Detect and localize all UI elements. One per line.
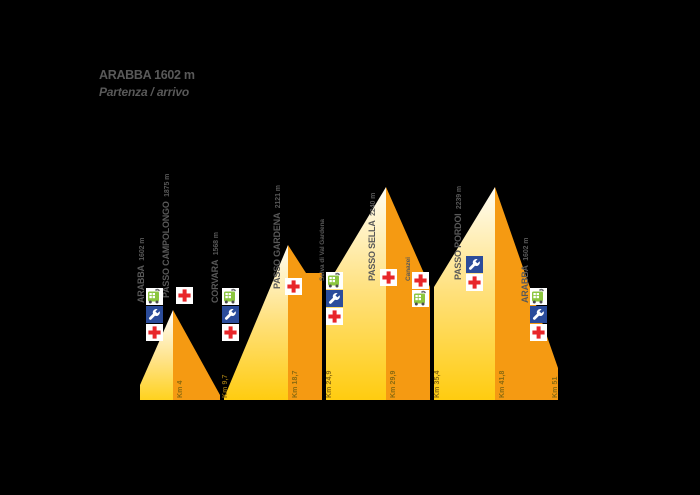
poi-name: ARABBA	[520, 265, 530, 303]
ascent-gardena	[224, 245, 288, 400]
mechanic-wrench-icon	[222, 306, 239, 323]
poi-name: CORVARA	[210, 259, 220, 303]
mechanic-wrench-icon	[146, 306, 163, 323]
descent-arabba	[495, 187, 558, 400]
poi-name: Canazei	[405, 257, 412, 281]
km-tick-0: Km 4	[177, 380, 184, 398]
poi-label-passo-sella: PASSO SELLA 2240 m	[366, 193, 379, 281]
shuttle-bus-icon	[326, 272, 343, 289]
km-tick-7: Km 51	[552, 376, 559, 398]
first-aid-cross-icon	[146, 324, 163, 341]
poi-label-corvara: CORVARA 1568 m	[209, 232, 222, 303]
services-arabba-start	[146, 288, 163, 341]
poi-label-passo-pordoi: PASSO PORDOI 2239 m	[452, 186, 465, 280]
poi-label-passo-gardena: PASSO GARDENA 2121 m	[271, 185, 284, 289]
shuttle-bus-icon	[146, 288, 163, 305]
page-subtitle: Partenza / arrivo	[99, 85, 189, 99]
km-tick-5: Km 35,4	[434, 370, 441, 398]
km-tick-2: Km 18,7	[292, 370, 299, 398]
km-tick-6: Km 41,8	[499, 370, 506, 398]
first-aid-cross-icon	[412, 272, 429, 289]
services-passo-pordoi	[466, 256, 483, 291]
poi-elevation: 2240 m	[370, 192, 377, 216]
poi-name: PASSO GARDENA	[272, 212, 282, 289]
first-aid-cross-icon	[176, 287, 193, 304]
descent-corvara	[173, 310, 220, 400]
shuttle-bus-icon	[412, 290, 429, 307]
km-tick-4: Km 29,9	[390, 370, 397, 398]
first-aid-cross-icon	[285, 278, 302, 295]
mechanic-wrench-icon	[530, 306, 547, 323]
elevation-profile: Km 4 Km 9,7 Km 18,7 Km 24,9 Km 29,9 Km 3…	[136, 150, 560, 410]
poi-elevation: 1568 m	[213, 232, 220, 256]
profile-chart-svg	[140, 187, 558, 400]
poi-name: Selva di Val Gardena	[319, 219, 326, 281]
poi-elevation: 1602 m	[523, 237, 530, 261]
poi-name: ARABBA	[136, 265, 146, 303]
first-aid-cross-icon	[222, 324, 239, 341]
first-aid-cross-icon	[530, 324, 547, 341]
services-canazei	[412, 272, 429, 307]
services-passo-campolongo	[176, 287, 193, 304]
mechanic-wrench-icon	[466, 256, 483, 273]
mechanic-wrench-icon	[326, 290, 343, 307]
ascent-campolongo	[140, 310, 173, 400]
poi-name: PASSO SELLA	[367, 220, 377, 281]
poi-elevation: 1875 m	[164, 173, 171, 197]
first-aid-cross-icon	[326, 308, 343, 325]
poi-name: PASSO PORDOI	[453, 213, 463, 280]
descent-canazei	[386, 187, 430, 400]
services-passo-sella	[380, 269, 397, 286]
first-aid-cross-icon	[466, 274, 483, 291]
poi-elevation: 1602 m	[139, 237, 146, 261]
poi-elevation: 2239 m	[456, 185, 463, 210]
poi-label-passo-campolongo: PASSO CAMPOLONGO 1875 m	[160, 174, 173, 298]
poi-elevation: 2121 m	[275, 185, 282, 209]
page-title: ARABBA 1602 m	[99, 68, 195, 82]
ascent-sella	[326, 187, 386, 400]
shuttle-bus-icon	[530, 288, 547, 305]
services-selva-di-val-gardena	[326, 272, 343, 325]
ascent-pordoi	[434, 187, 495, 400]
header: ARABBA 1602 m Partenza / arrivo	[99, 68, 195, 100]
poi-name: PASSO CAMPOLONGO	[161, 201, 171, 298]
shuttle-bus-icon	[222, 288, 239, 305]
services-passo-gardena	[285, 278, 302, 295]
services-arabba-finish	[530, 288, 547, 341]
first-aid-cross-icon	[380, 269, 397, 286]
km-tick-1: Km 9,7	[222, 374, 229, 398]
km-tick-3: Km 24,9	[326, 370, 333, 398]
services-corvara	[222, 288, 239, 341]
